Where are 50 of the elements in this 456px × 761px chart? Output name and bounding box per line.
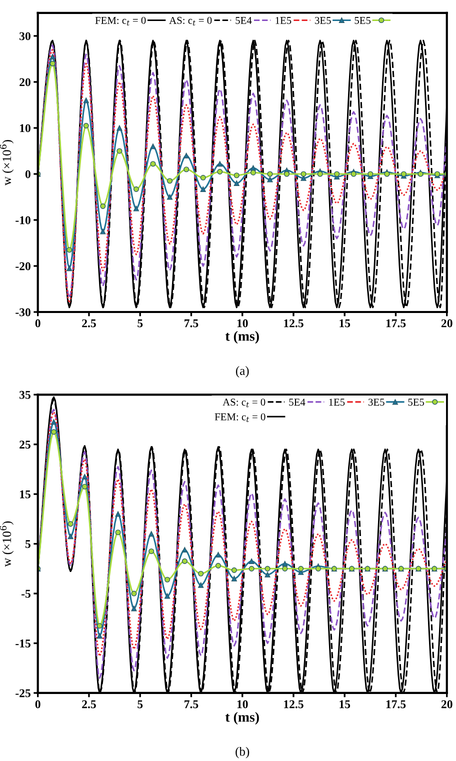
y-tick-label: 5 xyxy=(25,540,30,548)
x-axis-title: t (ms) xyxy=(225,712,259,725)
y-tick-label: -20 xyxy=(16,262,30,270)
y-axis-title: w (×10$^{6}$) xyxy=(0,521,14,567)
x-tick-label: 2.5 xyxy=(82,319,96,328)
text: (b) xyxy=(236,746,250,758)
x-tick-label: 0 xyxy=(35,700,40,708)
x-tick-label: 17.5 xyxy=(386,319,406,328)
x-tick-label: 2.5 xyxy=(82,700,96,708)
text: (a) xyxy=(236,366,249,378)
y-tick-label: -25 xyxy=(16,689,30,698)
y-tick-label: 35 xyxy=(20,390,30,399)
legend-label: AS: c$_{t}$ = 0 xyxy=(169,16,212,26)
legend-label: 3E5 xyxy=(314,16,331,24)
y-tick-label: -10 xyxy=(16,216,30,224)
y-tick-label: -15 xyxy=(16,640,30,648)
legend-label: FEM: c$_{t}$ = 0 xyxy=(214,413,266,422)
y-tick-label: -30 xyxy=(16,308,30,316)
x-tick-label: 0 xyxy=(35,319,40,328)
x-tick-label: 7.5 xyxy=(184,700,198,708)
legend-label: 3E5 xyxy=(368,398,384,406)
x-tick-label: 20 xyxy=(441,319,452,328)
x-tick-label: 12.5 xyxy=(284,700,304,708)
x-tick-label: 20 xyxy=(441,700,452,708)
x-tick-label: 12.5 xyxy=(284,319,304,328)
x-tick-label: 7.5 xyxy=(184,319,198,328)
y-tick-label: 15 xyxy=(20,490,30,498)
x-tick-label: 15 xyxy=(340,700,350,708)
legend-label: AS: c$_{t}$ = 0 xyxy=(222,398,266,408)
legend-label: 1E5 xyxy=(329,398,345,406)
x-axis-title: t (ms) xyxy=(225,331,259,344)
y-tick-label: -5 xyxy=(22,590,30,598)
legend-label: 5E4 xyxy=(289,398,306,406)
x-tick-label: 10 xyxy=(237,319,248,328)
legend-label: 5E5 xyxy=(354,17,371,24)
y-axis-title: w (×10$^{6}$) xyxy=(0,140,14,186)
legend-label: FEM: c$_{t}$ = 0 xyxy=(95,16,146,26)
legend-label: 5E4 xyxy=(236,17,252,24)
y-tick-label: 20 xyxy=(20,78,30,86)
legend-label: 1E5 xyxy=(276,17,292,24)
x-tick-label: 15 xyxy=(340,319,350,328)
y-tick-label: 30 xyxy=(20,32,30,40)
x-tick-label: 5 xyxy=(138,700,143,708)
y-tick-label: 10 xyxy=(20,124,30,132)
x-tick-label: 5 xyxy=(138,319,143,328)
x-tick-label: 17.5 xyxy=(386,700,406,708)
x-tick-label: 10 xyxy=(237,700,248,708)
legend-label: 5E5 xyxy=(408,398,424,406)
y-tick-label: 25 xyxy=(20,440,30,449)
y-tick-label: 0 xyxy=(25,170,30,178)
